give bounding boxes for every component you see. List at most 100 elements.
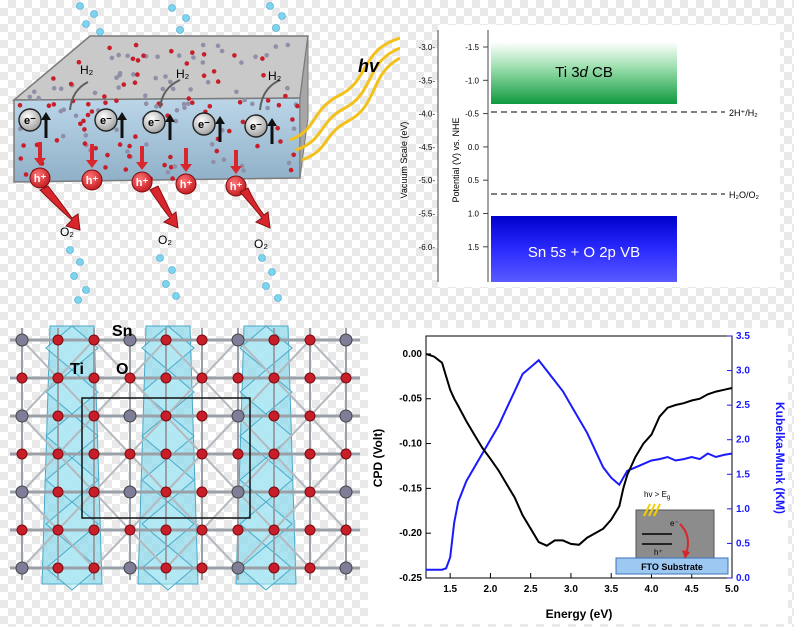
- bond-diag: [309, 529, 347, 569]
- water-droplets: [66, 2, 286, 304]
- sn-atom: [231, 409, 245, 423]
- slab-atom: [237, 100, 243, 105]
- x-tick-label: 2.5: [524, 584, 538, 595]
- slab-atom: [185, 101, 191, 107]
- water-droplet: [266, 2, 274, 10]
- slab-atom: [114, 98, 119, 103]
- bond-diag: [21, 491, 59, 531]
- o-atom: [160, 448, 172, 460]
- o-atom: [52, 486, 64, 498]
- slab-atom: [170, 176, 175, 181]
- slab-atom: [83, 133, 89, 138]
- o-atom: [16, 524, 28, 536]
- slab-atom: [242, 97, 247, 103]
- bond-diag: [237, 529, 275, 569]
- water-droplet: [82, 20, 90, 28]
- slab-atom: [211, 159, 216, 165]
- slab-atom: [181, 101, 187, 107]
- bond-diag: [165, 453, 203, 493]
- o2-label-3: O₂: [254, 237, 268, 251]
- h2-arrows: [69, 79, 281, 111]
- slab-atom: [32, 89, 37, 95]
- slab-atom: [51, 76, 56, 81]
- vacuum-ticks: -3.0- -3.5- -4.0- -4.5- -5.0- -5.5- -6.0-: [419, 43, 436, 252]
- slab-atom: [275, 125, 281, 131]
- slab-atom: [36, 95, 41, 101]
- cb-label: Ti 3d CB: [555, 64, 613, 81]
- slab-atom: [73, 113, 79, 119]
- slab-atom: [116, 52, 121, 58]
- slab-atom: [286, 160, 292, 166]
- slab-atom: [123, 167, 129, 172]
- x-tick-label: 2.0: [483, 584, 497, 595]
- water-droplet: [262, 282, 270, 290]
- slab-atom: [182, 105, 187, 111]
- bond-diag: [129, 529, 167, 569]
- slab-atom: [169, 48, 174, 54]
- nhe-tick: 1.5: [468, 243, 480, 252]
- slab-atom: [205, 79, 211, 85]
- slab-atom: [201, 52, 207, 57]
- o-atom: [232, 372, 244, 384]
- bond-diag: [129, 415, 167, 455]
- conduction-band: [491, 42, 677, 104]
- slab-atom: [264, 53, 270, 58]
- slab-atom: [92, 90, 98, 96]
- slab-atom: [211, 69, 217, 74]
- up-arrow-head: [117, 112, 127, 120]
- bond-diag: [93, 453, 131, 493]
- y2-tick-label: 1.5: [736, 469, 750, 480]
- o-atom: [160, 410, 172, 422]
- sn-atom: [123, 561, 137, 575]
- slab-atom: [143, 101, 149, 106]
- vacuum-tick: -3.5-: [419, 76, 436, 85]
- o-atom: [304, 410, 316, 422]
- slab-atom: [117, 73, 122, 78]
- water-droplet: [156, 254, 164, 262]
- slab-atom: [160, 86, 166, 92]
- sn-atom: [123, 333, 137, 347]
- o-atom: [52, 524, 64, 536]
- o-atom: [88, 486, 100, 498]
- slab-atom: [51, 86, 57, 91]
- slab-atom: [121, 82, 127, 87]
- slab-atom: [76, 59, 82, 65]
- slab-atom: [200, 60, 206, 65]
- slab-atom: [285, 85, 290, 91]
- x-tick-label: 5.0: [725, 584, 739, 595]
- cpd-series: [425, 352, 733, 547]
- vacuum-tick: -5.5-: [419, 210, 436, 219]
- hole-row: h⁺ h⁺ h⁺ h⁺ h⁺: [29, 142, 247, 197]
- o-atom: [52, 410, 64, 422]
- y-tick-label: -0.25: [399, 573, 422, 584]
- sn-atom: [231, 333, 245, 347]
- valence-band: [491, 216, 677, 282]
- sn-atom: [339, 485, 353, 499]
- y2-tick-label: 2.5: [736, 400, 750, 411]
- y-ticks: 0.00 -0.05 -0.10 -0.15 -0.20 -0.25: [399, 349, 431, 584]
- slab-atom: [190, 50, 195, 55]
- slab-atom: [141, 53, 146, 58]
- y-tick-label: -0.10: [399, 439, 422, 450]
- slab-atom: [114, 75, 119, 80]
- slab-atom: [250, 101, 255, 107]
- electron-label: e⁻: [250, 121, 262, 133]
- bond-diag: [201, 529, 239, 569]
- water-droplet: [278, 12, 286, 20]
- slab-atom: [241, 168, 246, 173]
- o-atom: [160, 524, 172, 536]
- slab-atom: [285, 42, 291, 48]
- bond-diag: [273, 377, 311, 417]
- o-atom: [88, 410, 100, 422]
- crystal-atoms: [15, 333, 353, 575]
- o-atom: [16, 448, 28, 460]
- cpd-km-chart: 1.5 2.0 2.5 3.0 3.5 4.0 4.5 5.0 0.00 -0.05 -0.10 -…: [368, 328, 788, 624]
- o-atom: [88, 562, 100, 574]
- fto-inset: FTO Substrate hv > Eg e⁻ h⁺: [615, 490, 729, 575]
- x-ticks: 1.5 2.0 2.5 3.0 3.5 4.0 4.5 5.0: [443, 573, 739, 595]
- slab-atom: [186, 96, 192, 101]
- slab-atom: [184, 61, 190, 66]
- slab-atom: [125, 53, 130, 59]
- o-atom: [88, 372, 100, 384]
- bond-diag: [21, 529, 59, 569]
